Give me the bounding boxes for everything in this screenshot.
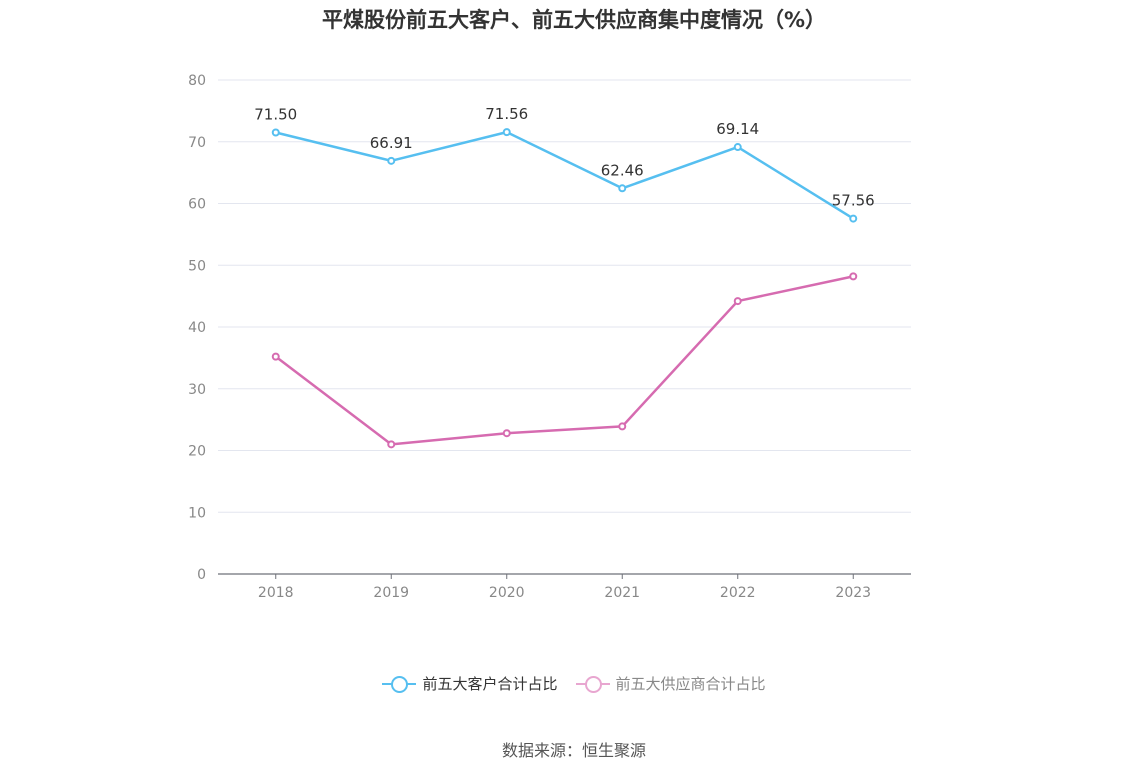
series-1-point-2023 [849,272,858,281]
y-tick-label-70: 70 [188,135,206,151]
x-tick-label-2020: 2020 [489,585,525,601]
series-0-point-2019 [387,156,396,165]
series-0-point-2023 [849,214,858,223]
y-tick-label-20: 20 [188,444,206,460]
x-tick-label-2023: 2023 [835,585,871,601]
data-label-0-2020: 71.56 [485,105,528,123]
series-0-point-2018 [271,128,280,137]
data-label-0-2021: 62.46 [601,161,644,179]
data-label-0-2018: 71.50 [254,105,297,123]
series-0-point-2021 [618,184,627,193]
legend-customers-icon [382,675,417,693]
series-1-point-2021 [618,422,627,431]
legend: 前五大客户合计占比 前五大供应商合计占比 [0,673,1148,694]
series-0-point-2020 [502,128,511,137]
x-tick-label-2019: 2019 [373,585,409,601]
data-label-0-2019: 66.91 [370,134,413,152]
chart-title: 平煤股份前五大客户、前五大供应商集中度情况（%） [321,8,827,32]
series-1-point-2020 [502,429,511,438]
y-tick-label-40: 40 [188,320,206,336]
x-tick-label-2022: 2022 [720,585,756,601]
y-tick-label-50: 50 [188,258,206,274]
y-tick-label-0: 0 [197,567,206,583]
series-line-1 [274,275,854,446]
series-1-point-2018 [271,352,280,361]
series-line-0 [275,130,854,220]
y-tick-label-80: 80 [188,73,206,89]
line-chart: 0 10 20 30 40 50 60 70 80 2018 2019 2020 2021 2022 202… [188,73,911,601]
legend-suppliers-icon [575,675,610,693]
legend-item-customers[interactable]: 前五大客户合计占比 [382,673,558,694]
y-tick-label-10: 10 [188,505,206,521]
data-label-0-2023: 57.56 [832,192,875,210]
data-label-0-2022: 69.14 [716,120,759,138]
data-source: 数据来源：恒生聚源 [501,741,646,760]
legend-customers-label: 前五大客户合计占比 [422,675,558,693]
legend-suppliers-label: 前五大供应商合计占比 [615,675,766,693]
x-tick-label-2021: 2021 [604,585,640,601]
series-1-point-2019 [387,440,396,449]
legend-item-suppliers[interactable]: 前五大供应商合计占比 [575,673,766,694]
x-tick-label-2018: 2018 [258,585,294,601]
y-tick-label-30: 30 [188,382,206,398]
series-0-point-2022 [733,143,742,152]
y-tick-label-60: 60 [188,197,206,213]
series-1-point-2022 [733,297,742,306]
